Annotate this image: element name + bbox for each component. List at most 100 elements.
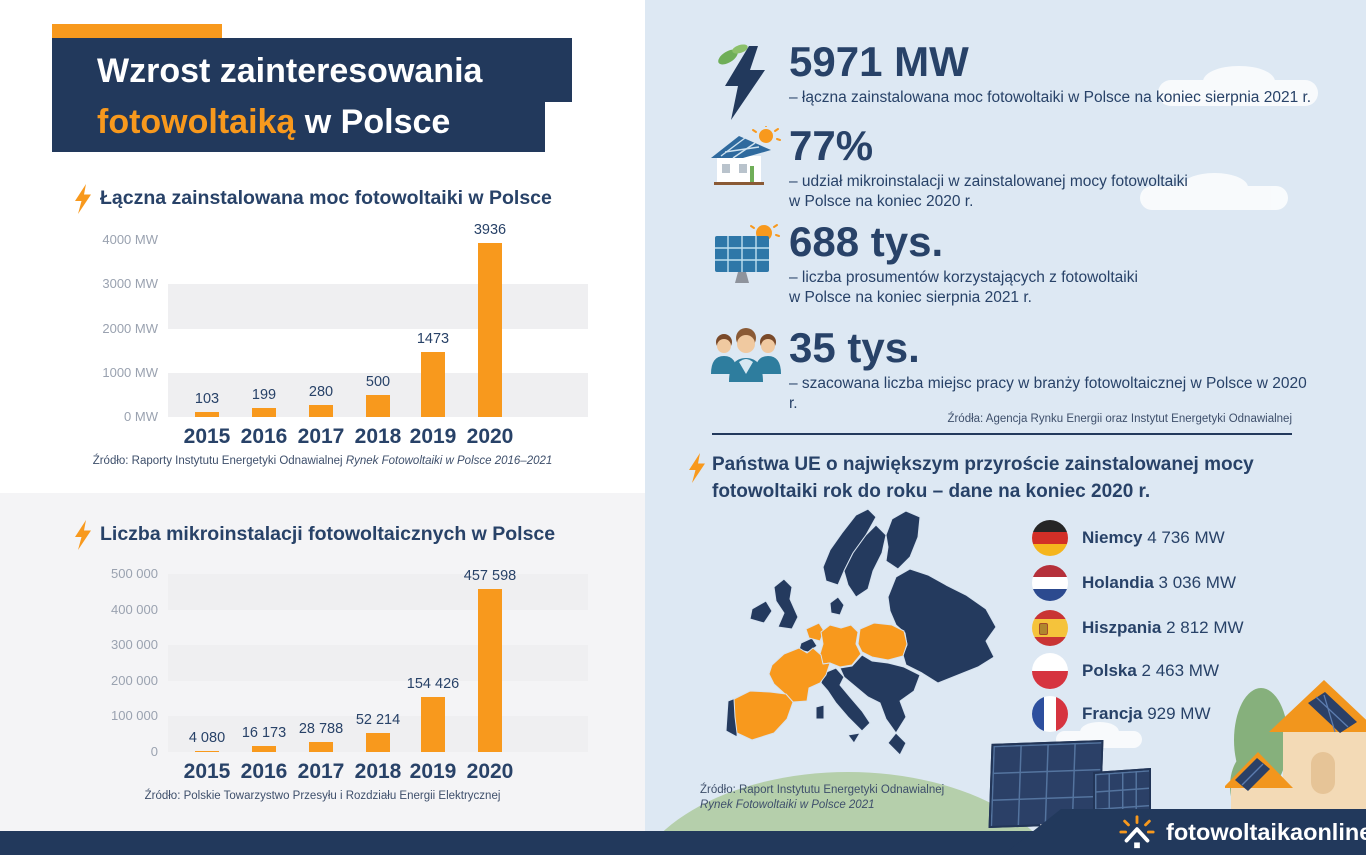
bar-value-label: 154 426 — [406, 676, 460, 693]
chart-band — [168, 574, 588, 610]
country-label: Holandia 3 036 MW — [1082, 573, 1237, 592]
y-axis-tick-label: 400 000 — [111, 601, 158, 617]
chart-bar — [421, 697, 445, 752]
map-country-denmark — [829, 596, 845, 616]
x-axis-year-label: 2015 — [183, 425, 231, 448]
chart-bar — [309, 741, 333, 752]
map-country-norway — [822, 508, 877, 586]
stat-description: – udział mikroinstalacji w zainstalowane… — [789, 173, 1188, 211]
map-country-uk — [773, 578, 799, 630]
y-axis-tick-label: 0 — [150, 744, 158, 759]
solar-roof-house-icon — [703, 124, 789, 188]
chart-bar — [252, 746, 276, 752]
x-axis-year-label: 2020 — [466, 425, 514, 448]
chart-bar — [421, 351, 445, 417]
country-row-poland: Polska 2 463 MW — [1032, 653, 1219, 689]
bar-value-label: 16 173 — [241, 725, 287, 742]
bar-value-label: 28 788 — [298, 720, 344, 737]
map-island-sicily — [847, 732, 861, 744]
x-axis-year-label: 2018 — [354, 425, 402, 448]
y-axis-tick-label: 2000 MW — [102, 320, 158, 336]
cloud-decoration — [1158, 65, 1318, 106]
chart-band — [168, 645, 588, 681]
bar-value-label: 103 — [194, 391, 220, 408]
bar-value-label: 280 — [308, 383, 334, 400]
stat-microinstallation-share: 77% – udział mikroinstalacji w zainstalo… — [703, 122, 1188, 212]
stat-number: 35 tys. — [789, 324, 920, 371]
country-row-germany: Niemcy 4 736 MW — [1032, 520, 1225, 556]
stat-number: 77% — [789, 122, 874, 169]
stat-jobs: 35 tys. – szacowana liczba miejsc pracy … — [703, 324, 1319, 414]
chart2-title: Liczba mikroinstalacji fotowoltaicznych … — [100, 523, 556, 545]
x-axis-year-label: 2016 — [240, 760, 288, 783]
europe-map — [725, 508, 997, 756]
flag-poland-icon — [1032, 653, 1068, 689]
x-axis-year-label: 2017 — [297, 760, 345, 783]
chart1-title: Łączna zainstalowana moc fotowoltaiki w … — [100, 187, 552, 209]
page-title-accent: fotowoltaiką — [97, 103, 296, 141]
x-axis-year-label: 2017 — [297, 425, 345, 448]
x-axis-year-label: 2019 — [409, 760, 457, 783]
country-row-france: Francja 929 MW — [1032, 696, 1211, 732]
workers-icon — [703, 326, 789, 390]
chart-band — [168, 284, 588, 329]
map-section-title: Państwa UE o największym przyroście zain… — [712, 454, 1254, 502]
lightning-icon — [689, 453, 705, 483]
chart-bar — [195, 750, 219, 752]
country-label: Hiszpania 2 812 MW — [1082, 618, 1244, 637]
x-axis-year-label: 2015 — [183, 760, 231, 783]
map-source: Źródło: Raport Instytutu Energetyki Odna… — [700, 784, 945, 811]
lightning-icon — [75, 184, 91, 214]
bar-value-label: 457 598 — [463, 568, 517, 585]
chart-bar — [252, 408, 276, 417]
map-country-finland — [885, 510, 921, 570]
bar-value-label: 500 — [365, 373, 391, 390]
chart1-source: Źródło: Raporty Instytutu Energetyki Odn… — [92, 455, 553, 467]
stat-number: 688 tys. — [789, 218, 944, 265]
y-axis-tick-label: 500 000 — [111, 566, 158, 581]
footer-logo-block — [1003, 809, 1366, 855]
bar-value-label: 4 080 — [188, 729, 226, 746]
solar-panel-sun-icon — [703, 220, 789, 286]
page-title-line1: Wzrost zainteresowania — [97, 52, 483, 90]
bar-value-label: 1473 — [416, 330, 450, 347]
stat-description: – liczba prosumentów korzystających z fo… — [789, 269, 1138, 307]
header-orange-bar — [52, 24, 222, 40]
map-country-poland-highlight — [857, 622, 908, 661]
x-axis-year-label: 2019 — [409, 425, 457, 448]
x-axis-year-label: 2016 — [240, 425, 288, 448]
y-axis-tick-label: 100 000 — [111, 708, 158, 724]
flag-netherlands-icon — [1032, 565, 1068, 601]
cloud-decoration — [1140, 172, 1288, 210]
map-region-eastern-europe — [887, 568, 997, 684]
map-country-sweden — [843, 524, 887, 598]
map-country-spain-highlight — [733, 690, 794, 741]
bar-value-label: 199 — [251, 387, 277, 404]
map-country-ireland — [749, 600, 773, 624]
bar-value-label: 52 214 — [355, 712, 401, 729]
country-row-netherlands: Holandia 3 036 MW — [1032, 565, 1236, 601]
y-axis-tick-label: 200 000 — [111, 672, 158, 688]
chart-bar — [478, 589, 502, 752]
header-navy-block — [52, 38, 572, 102]
y-axis-tick-label: 1000 MW — [102, 364, 158, 380]
country-label: Polska 2 463 MW — [1082, 661, 1220, 680]
map-country-france-highlight — [768, 647, 831, 703]
x-axis-year-label: 2020 — [466, 760, 514, 783]
page-title-line2: fotowoltaiką w Polsce — [97, 98, 557, 148]
site-logo: fotowoltaikaonline.pl — [1118, 813, 1366, 851]
house-with-solar-decoration — [1225, 680, 1366, 831]
chart-bar — [366, 733, 390, 752]
page-title-rest: w Polsce — [295, 103, 451, 141]
y-axis-tick-label: 300 000 — [111, 637, 158, 653]
y-axis-tick-label: 0 MW — [124, 409, 158, 424]
divider-line — [712, 433, 1292, 435]
flag-france-icon — [1032, 696, 1068, 732]
flag-germany-icon — [1032, 520, 1068, 556]
y-axis-tick-label: 4000 MW — [102, 232, 158, 247]
stats-source: Źródła: Agencja Rynku Energii oraz Insty… — [947, 413, 1292, 425]
eco-lightning-icon — [703, 40, 789, 122]
x-axis-year-label: 2018 — [354, 760, 402, 783]
stat-prosumers: 688 tys. – liczba prosumentów korzystają… — [703, 218, 1138, 308]
